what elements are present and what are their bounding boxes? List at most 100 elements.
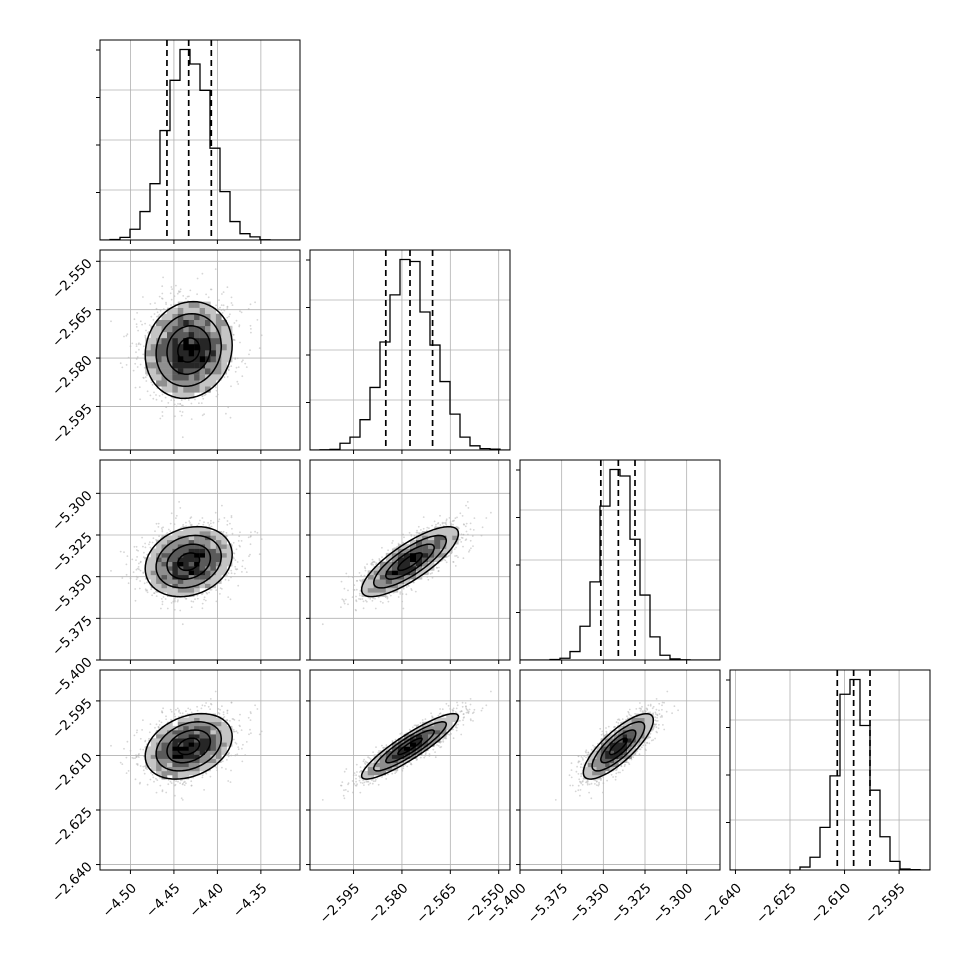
density-cell: [199, 579, 206, 584]
sample-point: [135, 326, 138, 328]
density-cell: [145, 350, 151, 357]
sample-point: [133, 545, 136, 548]
density-cell: [194, 535, 200, 541]
density-cell: [199, 368, 206, 375]
sample-point: [162, 526, 165, 529]
density-cell: [205, 368, 211, 375]
density-cell: [183, 301, 189, 308]
density-cell: [172, 380, 179, 387]
sample-point: [142, 571, 145, 574]
density-cell: [177, 319, 184, 327]
density-cell: [150, 579, 157, 584]
density-cell: [156, 566, 162, 571]
sample-point: [138, 342, 140, 344]
density-cell: [145, 561, 151, 567]
density-cell: [167, 548, 173, 554]
density-cell: [156, 344, 162, 351]
density-cell: [194, 319, 200, 327]
density-cell: [150, 325, 157, 333]
sample-point: [138, 348, 140, 351]
sample-point: [481, 526, 484, 529]
sample-point: [205, 591, 208, 594]
density-cell: [221, 362, 227, 369]
sample-point: [462, 557, 465, 560]
sample-point: [260, 334, 263, 337]
sample-point: [226, 376, 229, 378]
sample-point: [208, 591, 211, 594]
sample-point: [240, 540, 243, 542]
sample-point: [144, 376, 147, 379]
sample-point: [215, 389, 218, 392]
density-cell: [156, 337, 162, 345]
density-cell: [210, 557, 217, 562]
sample-point: [160, 400, 163, 402]
density-cell: [188, 561, 195, 567]
sample-point: [154, 302, 156, 304]
sample-point: [137, 566, 140, 568]
sample-point: [121, 577, 124, 579]
sample-point: [235, 548, 238, 551]
sample-point: [245, 366, 248, 368]
sample-point: [134, 599, 137, 602]
density-cell: [150, 570, 157, 576]
density-cell: [199, 539, 206, 545]
sample-point: [196, 293, 199, 296]
density-cell: [199, 344, 206, 351]
sample-point: [143, 366, 146, 369]
sample-point: [221, 504, 223, 507]
sample-point: [127, 356, 130, 359]
scatter-panel-2-0: −5.400−5.375−5.350−5.325−5.300: [49, 459, 301, 701]
sample-point: [135, 545, 138, 548]
density-cell: [215, 368, 222, 375]
density-cell: [199, 350, 206, 357]
density-cell: [205, 526, 211, 532]
sample-point: [165, 301, 167, 304]
density-cell: [183, 535, 189, 541]
density-cell: [145, 362, 151, 369]
density-cell: [210, 544, 217, 549]
density-cell: [161, 548, 168, 554]
density-cell: [226, 344, 233, 351]
sample-point: [203, 394, 206, 397]
density-cell: [210, 337, 217, 345]
density-cell: [183, 325, 189, 333]
sample-point: [234, 559, 237, 561]
density-cell: [215, 374, 222, 381]
sample-point: [139, 363, 142, 366]
density-cell: [172, 566, 179, 571]
sample-point: [254, 530, 256, 533]
sample-point: [125, 563, 128, 566]
density-cell: [199, 301, 206, 308]
sample-point: [135, 568, 138, 571]
sample-point: [161, 297, 164, 300]
sample-point: [180, 526, 183, 529]
density-cell: [194, 570, 200, 576]
density-cell: [172, 337, 179, 345]
density-cell: [215, 331, 222, 339]
density-cell: [199, 548, 206, 554]
density-cell: [156, 350, 162, 357]
sample-point: [230, 516, 233, 519]
density-cell: [177, 337, 184, 345]
density-cell: [188, 386, 195, 393]
sample-point: [189, 517, 192, 520]
sample-point: [139, 343, 142, 346]
sample-point: [148, 324, 151, 326]
sample-point: [182, 523, 185, 526]
sample-point: [170, 512, 173, 515]
sample-point: [171, 288, 174, 290]
sample-point: [212, 521, 215, 524]
density-cell: [210, 561, 217, 567]
density-cell: [226, 356, 233, 363]
sample-point: [228, 315, 230, 318]
sample-point: [161, 415, 164, 417]
sample-point: [145, 380, 148, 382]
density-cell: [226, 331, 233, 339]
density-cell: [177, 574, 184, 580]
density-cell: [150, 356, 157, 363]
density-cell: [194, 539, 200, 545]
sample-point: [150, 315, 153, 318]
density-cell: [221, 544, 227, 549]
density-cell: [221, 356, 227, 363]
sample-point: [371, 558, 374, 561]
